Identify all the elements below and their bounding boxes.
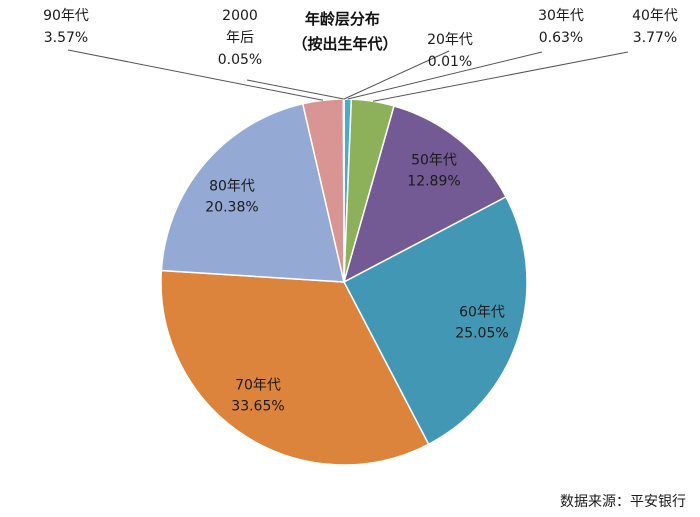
slice-4-label: 50年代 12.89% [407, 153, 460, 190]
leader-lines [67, 49, 629, 102]
slice-9 [342, 98, 345, 283]
chart-title: 年龄层分布 （按出生年代） [292, 10, 397, 53]
slice-5 [342, 195, 528, 446]
slice-1-leader-line [343, 50, 450, 100]
slice-6 [160, 269, 430, 466]
slice-6-label: 70年代 33.65% [231, 378, 284, 415]
slice-3-label: 40年代 3.77% [632, 8, 678, 46]
pie-slices [160, 98, 528, 466]
slice-labels: 20年代 0.01% 30年代 0.63% 40年代 3.77% 50年代 12.89% 60年… [43, 8, 678, 415]
slice-7 [160, 102, 345, 283]
slice-2-label: 30年代 0.63% [538, 8, 584, 46]
slice-9-label: 2000 年后 0.05% [218, 8, 262, 68]
slice-4 [342, 105, 508, 284]
data-source-note: 数据来源：平安银行 [560, 494, 686, 510]
slice-3-leader-line [372, 51, 629, 102]
chart-title-line-2: （按出生年代） [292, 35, 397, 53]
slice-7-label: 80年代 20.38% [205, 179, 258, 216]
slice-9-leader-line [246, 79, 344, 100]
slice-8-label: 90年代 3.57% [43, 8, 89, 46]
slice-2-leader-line [347, 51, 543, 100]
chart-title-line-1: 年龄层分布 [305, 10, 380, 28]
slice-1-label: 20年代 0.01% [427, 32, 473, 70]
slice-8-leader-line [67, 49, 324, 101]
slice-5-label: 60年代 25.05% [455, 305, 508, 342]
